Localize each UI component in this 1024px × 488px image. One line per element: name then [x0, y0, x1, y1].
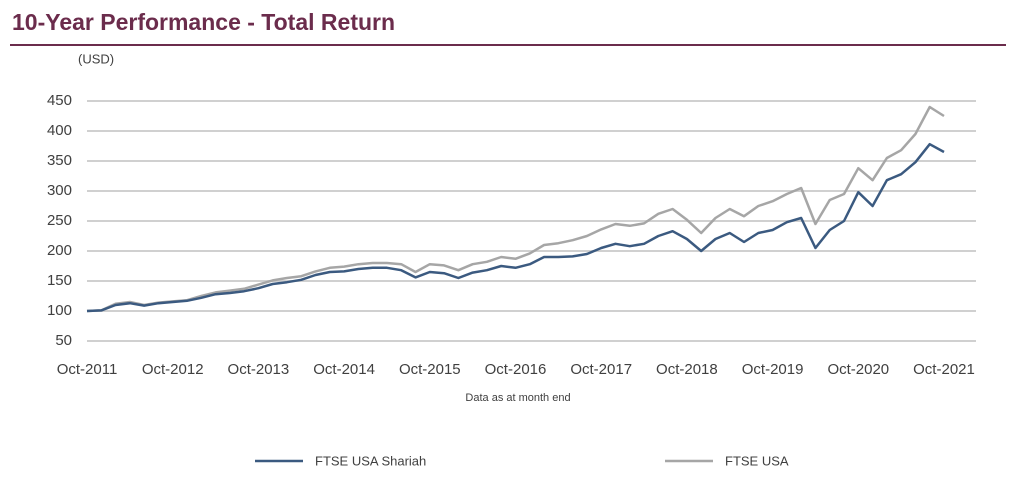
y-tick-label: 50: [55, 332, 72, 349]
series-line: [86, 105, 945, 313]
legend-label: FTSE USA: [725, 453, 789, 468]
x-tick-label: Oct-2014: [313, 361, 375, 378]
y-tick-label: 250: [47, 212, 72, 229]
y-tick-label: 350: [47, 152, 72, 169]
x-tick-label: Oct-2011: [57, 361, 118, 378]
series-line: [86, 142, 945, 313]
y-tick-label: 150: [47, 272, 72, 289]
y-tick-label: 450: [47, 92, 72, 109]
x-tick-label: Oct-2015: [399, 361, 461, 378]
legend-label: FTSE USA Shariah: [315, 453, 426, 468]
x-tick-label: Oct-2017: [570, 361, 632, 378]
x-tick-label: Oct-2021: [913, 361, 975, 378]
x-tick-label: Oct-2019: [742, 361, 804, 378]
x-tick-label: Oct-2018: [656, 361, 718, 378]
y-tick-label: 200: [47, 242, 72, 259]
y-axis-label: (USD): [78, 51, 114, 66]
x-tick-label: Oct-2012: [142, 361, 204, 378]
x-tick-label: Oct-2020: [827, 361, 889, 378]
x-tick-label: Oct-2016: [485, 361, 547, 378]
x-tick-label: Oct-2013: [228, 361, 290, 378]
x-axis-label: Data as at month end: [465, 392, 570, 404]
y-tick-label: 400: [47, 122, 72, 139]
y-tick-label: 300: [47, 182, 72, 199]
chart-title: 10-Year Performance - Total Return: [12, 9, 395, 35]
y-tick-label: 100: [47, 302, 72, 319]
